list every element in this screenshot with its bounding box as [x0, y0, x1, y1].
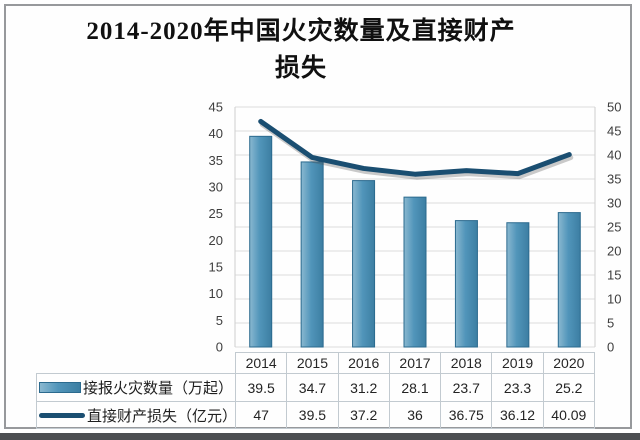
- left-axis-tick-label: 35: [209, 153, 223, 168]
- data-table-bar-series-row: 接报火灾数量（万起） 39.5 34.7 31.2 28.1 23.7 23.3 25.2: [36, 373, 595, 401]
- left-axis-tick-label: 30: [209, 180, 223, 195]
- year-header-cell: 2017: [390, 353, 442, 373]
- line-series: [258, 118, 572, 177]
- series-value-cell: 39.5: [235, 374, 286, 401]
- bar-2016: [352, 180, 376, 348]
- bar-2020: [557, 212, 581, 348]
- right-axis-tick-label: 25: [607, 220, 621, 235]
- series-value-cell: 31.2: [337, 374, 389, 401]
- bar-2015: [300, 161, 324, 348]
- year-header-cell: 2016: [339, 353, 390, 373]
- left-axis-tick-label: 20: [209, 233, 223, 248]
- series-value-cell: 47: [235, 402, 286, 428]
- right-axis-tick-label: 15: [607, 268, 621, 283]
- series-label-cell: 接报火灾数量（万起）: [37, 374, 235, 401]
- right-axis-tick-label: 50: [607, 100, 621, 115]
- series-name: 直接财产损失（亿元）: [87, 407, 238, 425]
- chart-title-line1: 2014-2020年中国火灾数量及直接财产: [86, 18, 516, 45]
- series-value-cell: 39.5: [286, 402, 337, 428]
- right-axis-tick-label: 20: [607, 244, 621, 259]
- series-value-cell: 40.09: [542, 402, 594, 428]
- right-axis-tick-label: 35: [607, 172, 621, 187]
- year-header-cell: 2014: [236, 353, 288, 373]
- series-name: 接报火灾数量（万起）: [83, 380, 234, 397]
- bar-2019: [506, 222, 530, 348]
- series-value-cell: 36.75: [440, 402, 491, 428]
- bar-legend-swatch-icon: [39, 382, 81, 393]
- series-value-cell: 25.2: [542, 374, 594, 401]
- year-header-cell: 2018: [441, 353, 493, 373]
- series-value-cell: 36: [388, 402, 440, 428]
- series-value-cell: 23.3: [491, 374, 542, 401]
- year-header-cell: 2019: [492, 353, 544, 373]
- data-table-year-header-row: 2014 2015 2016 2017 2018 2019 2020: [235, 352, 595, 373]
- bar-2018: [454, 220, 478, 348]
- series-label-cell: 直接财产损失（亿元）: [37, 402, 238, 428]
- left-axis-tick-label: 10: [209, 286, 223, 301]
- series-value-cell: 34.7: [286, 374, 337, 401]
- bar-2017: [403, 196, 427, 348]
- left-axis-tick-label: 40: [209, 126, 223, 141]
- series-value-cell: 23.7: [440, 374, 491, 401]
- right-axis-tick-label: 45: [607, 124, 621, 139]
- series-value-cell: 37.2: [337, 402, 389, 428]
- bottom-dark-band: [0, 433, 640, 440]
- year-header-cell: 2015: [287, 353, 339, 373]
- line-legend-swatch-icon: [39, 412, 85, 418]
- series-value-cell: 36.12: [491, 402, 542, 428]
- right-axis-tick-label: 0: [607, 340, 614, 355]
- left-axis-tick-label: 15: [209, 260, 223, 275]
- left-axis-tick-label: 25: [209, 206, 223, 221]
- year-header-cell: 2020: [553, 355, 585, 371]
- data-table-line-series-row: 直接财产损失（亿元） 47 39.5 37.2 36 36.75 36.12 40.09: [36, 401, 595, 429]
- right-axis-tick-label: 5: [607, 316, 614, 331]
- left-axis-tick-label: 5: [216, 313, 223, 328]
- chart-title: 2014-2020年中国火灾数量及直接财产 损失: [0, 13, 602, 87]
- line-series-shadow: [259, 121, 574, 180]
- series-value-cell: 28.1: [388, 374, 440, 401]
- left-axis-tick-label: 0: [216, 340, 223, 355]
- left-axis-tick-label: 45: [209, 100, 223, 115]
- right-axis-tick-label: 10: [607, 292, 621, 307]
- right-axis-tick-label: 40: [607, 148, 621, 163]
- right-axis-tick-label: 30: [607, 196, 621, 211]
- bar-2014: [249, 135, 273, 348]
- chart-title-line2: 损失: [274, 55, 327, 82]
